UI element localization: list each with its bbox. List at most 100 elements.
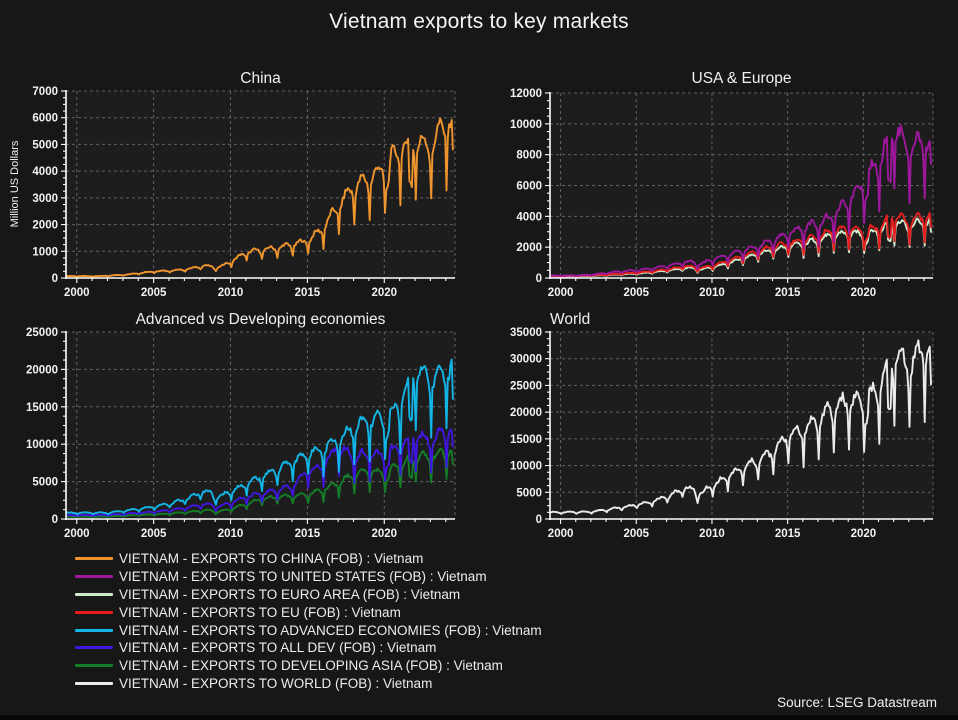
svg-text:2005: 2005 (623, 287, 649, 299)
legend-item-label: VIETNAM - EXPORTS TO EU (FOB) : Vietnam (119, 604, 401, 620)
gridlines (550, 331, 934, 520)
legend-line-swatch (75, 664, 113, 668)
y-axis-label: Million US Dollars (9, 140, 21, 228)
legend-item: VIETNAM - EXPORTS TO WORLD (FOB) : Vietn… (75, 675, 542, 693)
tick-marks (545, 92, 925, 283)
svg-text:6000: 6000 (32, 113, 58, 125)
svg-text:35000: 35000 (510, 327, 542, 339)
svg-text:4000: 4000 (516, 211, 542, 223)
svg-text:2005: 2005 (623, 528, 649, 540)
svg-text:2020: 2020 (371, 287, 397, 299)
series-group (550, 339, 932, 515)
subplot-title-usa-europe: USA & Europe (691, 70, 792, 87)
svg-text:2000: 2000 (64, 287, 90, 299)
svg-text:15000: 15000 (26, 402, 58, 414)
svg-text:5000: 5000 (32, 477, 58, 489)
svg-text:0: 0 (52, 514, 58, 526)
legend-item-label: VIETNAM - EXPORTS TO EURO AREA (FOB) : V… (119, 586, 461, 602)
svg-text:0: 0 (536, 514, 542, 526)
svg-text:7000: 7000 (32, 86, 58, 98)
svg-text:2010: 2010 (699, 287, 725, 299)
legend-line-swatch (75, 592, 113, 596)
svg-text:2015: 2015 (775, 528, 801, 540)
svg-text:10000: 10000 (510, 461, 542, 473)
series-line (550, 124, 932, 278)
svg-text:2000: 2000 (32, 220, 58, 232)
svg-text:2015: 2015 (775, 287, 801, 299)
tick-labels: 0 2000 4000 6000 8000 10000 12000 2000 2005 2010 2… (510, 88, 876, 299)
svg-text:8000: 8000 (516, 150, 542, 162)
tick-marks (61, 331, 447, 524)
svg-text:2010: 2010 (218, 287, 244, 299)
tick-labels: 0 5000 10000 15000 20000 25000 2000 2005 2010 201… (26, 327, 397, 540)
legend-item: VIETNAM - EXPORTS TO CHINA (FOB) : Vietn… (75, 550, 542, 568)
svg-text:0: 0 (536, 273, 542, 285)
legend-item-label: VIETNAM - EXPORTS TO ALL DEV (FOB) : Vie… (119, 640, 437, 656)
svg-text:2000: 2000 (516, 242, 542, 254)
svg-text:25000: 25000 (510, 380, 542, 392)
legend-item: VIETNAM - EXPORTS TO ADVANCED ECONOMIES … (75, 621, 542, 639)
svg-text:25000: 25000 (26, 327, 58, 339)
legend-item-label: VIETNAM - EXPORTS TO WORLD (FOB) : Vietn… (119, 675, 433, 691)
legend-line-swatch (75, 610, 113, 614)
series-line (66, 426, 454, 518)
legend-item-label: VIETNAM - EXPORTS TO CHINA (FOB) : Vietn… (119, 551, 424, 567)
svg-text:2010: 2010 (699, 528, 725, 540)
legend-item-label: VIETNAM - EXPORTS TO DEVELOPING ASIA (FO… (119, 658, 503, 674)
legend-line-swatch (75, 575, 113, 579)
svg-text:2020: 2020 (851, 287, 877, 299)
legend-item-label: VIETNAM - EXPORTS TO ADVANCED ECONOMIES … (119, 622, 542, 638)
legend-item: VIETNAM - EXPORTS TO ALL DEV (FOB) : Vie… (75, 639, 542, 657)
svg-text:6000: 6000 (516, 181, 542, 193)
svg-text:2000: 2000 (548, 528, 574, 540)
legend-item: VIETNAM - EXPORTS TO DEVELOPING ASIA (FO… (75, 657, 542, 675)
svg-text:5000: 5000 (32, 139, 58, 151)
source-note: Source: LSEG Datastream (777, 695, 937, 710)
chart-1: 0 2000 4000 6000 8000 10000 12000 2000 2005 2010 2… (510, 88, 934, 299)
svg-text:2000: 2000 (548, 287, 574, 299)
series-line (66, 117, 454, 278)
tick-labels: 0 5000 10000 15000 20000 25000 30000 35000 2000 2… (510, 327, 876, 540)
series-group (66, 358, 454, 519)
svg-text:2020: 2020 (371, 528, 397, 540)
legend-item: VIETNAM - EXPORTS TO UNITED STATES (FOB)… (75, 568, 542, 586)
figure-title: Vietnam exports to key markets (329, 10, 629, 33)
tick-marks (61, 90, 447, 283)
series-group (550, 124, 932, 278)
svg-text:2005: 2005 (141, 287, 167, 299)
series-line (66, 447, 454, 519)
svg-text:2020: 2020 (851, 528, 877, 540)
svg-text:2005: 2005 (141, 528, 167, 540)
svg-text:10000: 10000 (26, 439, 58, 451)
legend-item: VIETNAM - EXPORTS TO EURO AREA (FOB) : V… (75, 586, 542, 604)
chart-2: 0 5000 10000 15000 20000 25000 2000 2005 2010 201… (26, 327, 456, 540)
svg-text:30000: 30000 (510, 354, 542, 366)
svg-text:3000: 3000 (32, 193, 58, 205)
series-line (550, 211, 932, 278)
svg-text:1000: 1000 (32, 246, 58, 258)
svg-text:5000: 5000 (516, 487, 542, 499)
tick-labels: 0 1000 2000 3000 4000 5000 6000 7000 2000 2005 201… (32, 86, 397, 299)
tick-marks (545, 331, 925, 524)
legend: VIETNAM - EXPORTS TO CHINA (FOB) : Vietn… (75, 550, 542, 692)
chart-0: 0 1000 2000 3000 4000 5000 6000 7000 2000 2005 201… (32, 86, 456, 299)
legend-item: VIETNAM - EXPORTS TO EU (FOB) : Vietnam (75, 603, 542, 621)
legend-line-swatch (75, 557, 113, 561)
series-line (66, 358, 454, 516)
legend-line-swatch (75, 628, 113, 632)
subplot-title-china: China (240, 70, 281, 87)
series-group (66, 117, 454, 278)
bottom-strip (0, 715, 958, 720)
svg-text:12000: 12000 (510, 88, 542, 100)
svg-text:20000: 20000 (510, 407, 542, 419)
subplot-title-advanced-developing: Advanced vs Developing economies (135, 311, 386, 328)
chart-3: 0 5000 10000 15000 20000 25000 30000 35000 2000 2… (510, 327, 934, 540)
svg-text:4000: 4000 (32, 166, 58, 178)
legend-line-swatch (75, 681, 113, 685)
legend-item-label: VIETNAM - EXPORTS TO UNITED STATES (FOB)… (119, 569, 487, 585)
legend-line-swatch (75, 646, 113, 650)
svg-text:2000: 2000 (64, 528, 90, 540)
svg-text:0: 0 (52, 273, 58, 285)
